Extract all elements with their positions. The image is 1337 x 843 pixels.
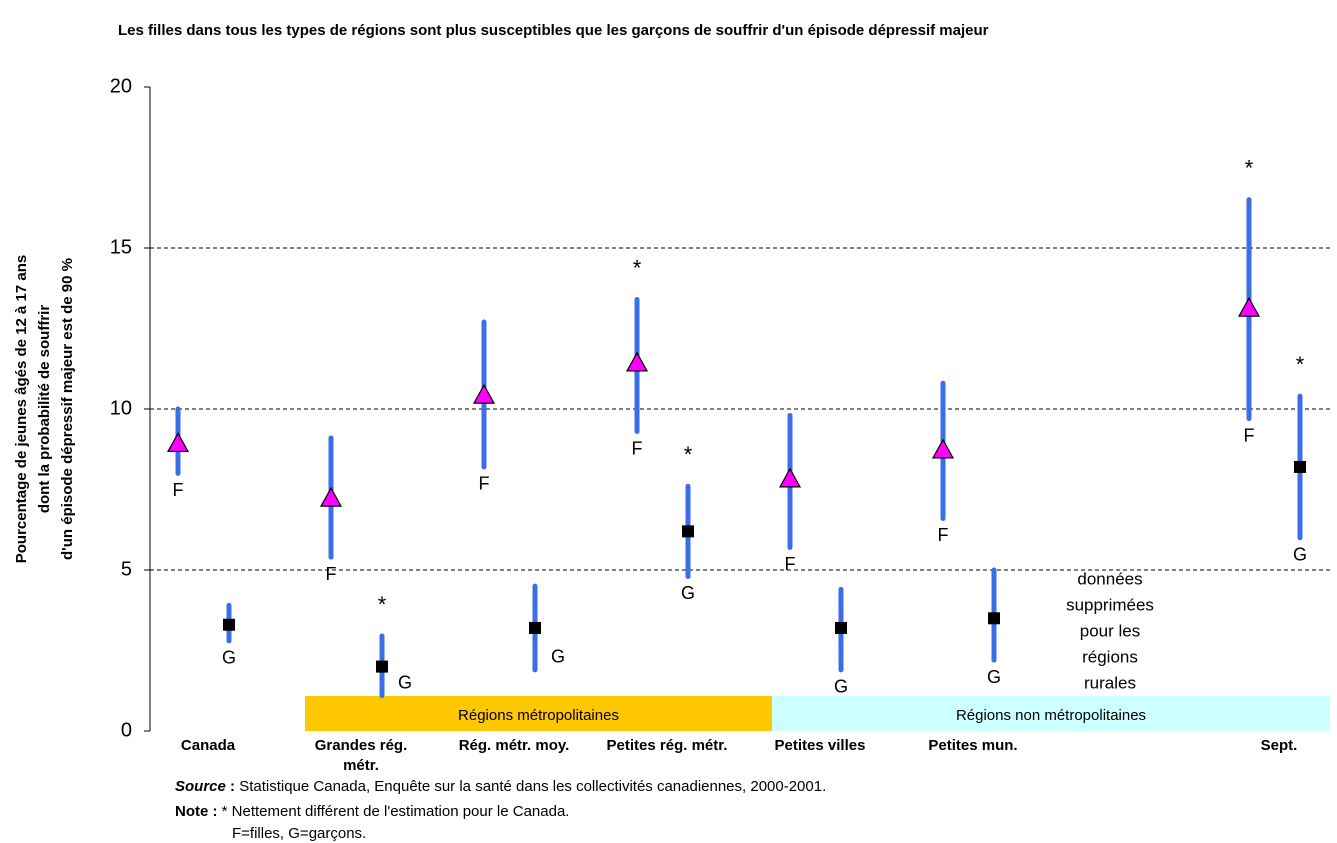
marker — [166, 432, 190, 453]
y-tick-label: 0 — [121, 719, 132, 741]
point-label: G — [222, 648, 236, 668]
y-axis-title-line: Pourcentage de jeunes âgés de 12 à 17 an… — [13, 255, 30, 563]
x-tick-label: Rég. métr. moy. — [458, 737, 570, 754]
significance: * — [1296, 352, 1305, 377]
source-label: Source — [175, 778, 226, 795]
point-label: F — [632, 438, 643, 458]
x-tick-label: Petites mun. — [928, 737, 1018, 754]
significance: * — [378, 592, 387, 617]
y-tick-label: 5 — [121, 558, 132, 580]
point-label: F — [785, 554, 796, 574]
marker — [988, 612, 1000, 625]
suppressed-note: supprimées — [1066, 595, 1154, 614]
group-band — [772, 696, 1330, 731]
marker — [931, 438, 955, 459]
point-label: G — [551, 647, 565, 667]
point-label: F — [938, 525, 949, 545]
note2: F=filles, G=garçons. — [232, 825, 367, 842]
marker — [682, 525, 694, 538]
note: Note : * Nettement différent de l'estima… — [175, 803, 569, 820]
source-sep: : — [230, 778, 236, 795]
x-tick-label: Sept. — [1260, 737, 1298, 754]
marker — [376, 660, 388, 673]
group-band — [305, 696, 772, 731]
y-tick-label: 15 — [110, 236, 132, 258]
marker — [1294, 460, 1306, 473]
point-label: F — [479, 474, 490, 494]
marker — [472, 383, 496, 404]
marker — [529, 621, 541, 634]
marker — [835, 621, 847, 634]
group-label: Régions métropolitaines — [458, 707, 619, 724]
x-tick-label: Petites rég. métr. — [606, 737, 728, 754]
suppressed-note: données — [1077, 569, 1142, 588]
x-tick-label: Canada — [180, 737, 236, 754]
group-label: Régions non métropolitaines — [956, 707, 1146, 724]
significance: * — [633, 255, 642, 280]
y-axis-title: Pourcentage de jeunes âgés de 12 à 17 an… — [13, 255, 76, 563]
point-label: G — [398, 672, 412, 692]
suppressed-note: rurales — [1084, 673, 1136, 692]
marker — [1237, 296, 1261, 317]
y-tick-label: 10 — [110, 397, 132, 419]
x-tick-label: Grandes rég. métr. — [314, 737, 408, 774]
y-axis-title-line: dont la probabilité de souffrir — [36, 305, 53, 514]
source: Source : Statistique Canada, Enquête sur… — [175, 778, 826, 795]
note-label: Note : — [175, 803, 218, 820]
chart-title: Les filles dans tous les types de région… — [118, 22, 989, 39]
y-tick-label: 20 — [110, 75, 132, 97]
marker — [319, 486, 343, 507]
marker — [778, 467, 802, 488]
significance: * — [684, 442, 693, 467]
source-text: Statistique Canada, Enquête sur la santé… — [239, 778, 827, 795]
y-axis-title-line: d'un épisode dépressif majeur est de 90 … — [59, 258, 76, 560]
point-label: F — [326, 564, 337, 584]
point-label: G — [1293, 545, 1307, 565]
marker — [625, 351, 649, 372]
note-text: * Nettement différent de l'estimation po… — [221, 803, 570, 820]
suppressed-note: pour les — [1080, 621, 1140, 640]
significance: * — [1245, 156, 1254, 181]
point-label: F — [173, 480, 184, 500]
point-label: F — [1244, 425, 1255, 445]
suppressed-note: régions — [1082, 647, 1138, 666]
point-label: G — [834, 677, 848, 697]
marker — [223, 618, 235, 631]
point-label: G — [987, 667, 1001, 687]
point-label: G — [681, 583, 695, 603]
x-tick-label: Petites villes — [774, 737, 866, 754]
